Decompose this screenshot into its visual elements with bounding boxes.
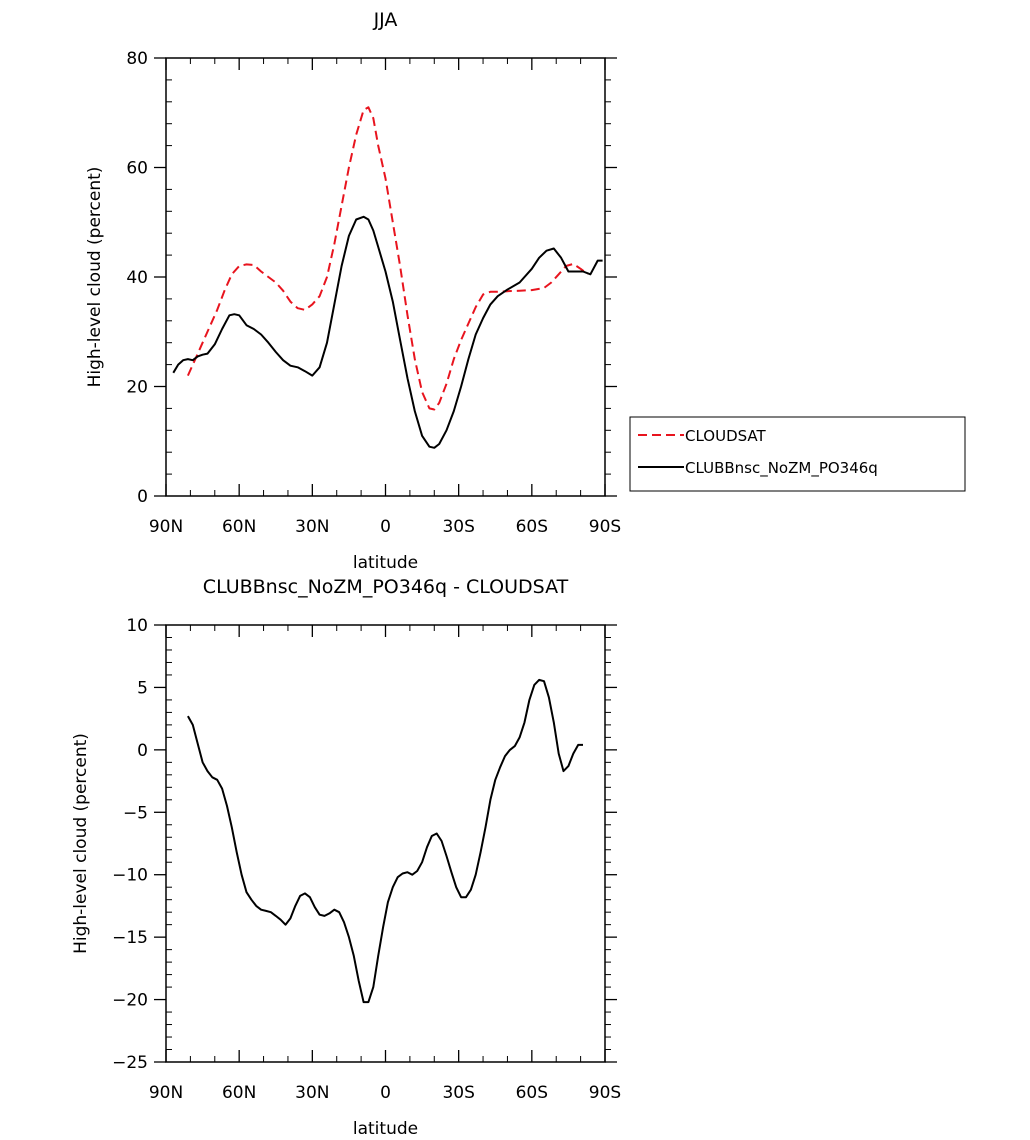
y-tick-label: −25	[112, 1053, 148, 1073]
top-panel: 90N 60N 30N 0 30S 60S 90S 0 20 40 60 80 JJA latitude H…	[85, 9, 966, 573]
y-tick-label: 10	[126, 616, 148, 636]
x-tick-label: 0	[380, 1083, 391, 1103]
y-tick-label: −20	[112, 991, 148, 1011]
y-tick-label: 60	[126, 159, 148, 179]
plot-frame	[165, 624, 606, 1063]
legend-label: CLUBBnsc_NoZM_PO346q	[685, 459, 878, 478]
y-axis-label: High-level cloud (percent)	[71, 733, 91, 954]
chart-title: CLUBBnsc_NoZM_PO346q - CLOUDSAT	[203, 576, 569, 598]
series-line-clubbnsc-nozm-po346q	[172, 215, 603, 449]
x-tick-label: 60N	[222, 1083, 256, 1103]
y-tick-label: −10	[112, 866, 148, 886]
x-tick-label: 60N	[222, 517, 256, 537]
x-tick-label: 90S	[589, 517, 621, 537]
y-tick-label: 5	[137, 678, 148, 698]
chart-title: JJA	[373, 9, 398, 31]
y-axis-label: High-level cloud (percent)	[85, 167, 105, 388]
x-tick-label: 90N	[149, 1083, 183, 1103]
x-axis-label: latitude	[353, 1119, 418, 1139]
legend-label: CLOUDSAT	[685, 427, 767, 445]
y-tick-label: 20	[126, 378, 148, 398]
x-tick-label: 60S	[516, 1083, 548, 1103]
y-tick-label: −15	[112, 928, 148, 948]
y-tick-label: 40	[126, 268, 148, 288]
plot-frame	[165, 57, 606, 497]
x-tick-label: 60S	[516, 517, 548, 537]
bottom-panel: 90N 60N 30N 0 30S 60S 90S −25 −20 −15 −10 −5 0 5 10 CLU…	[71, 576, 621, 1139]
legend: CLOUDSAT CLUBBnsc_NoZM_PO346q	[629, 416, 966, 492]
y-tick-label: 0	[137, 487, 148, 507]
y-tick-label: 0	[137, 741, 148, 761]
y-tick-label: −5	[123, 803, 148, 823]
difference-line	[187, 678, 583, 1004]
x-tick-label: 30S	[442, 517, 474, 537]
x-tick-label: 90N	[149, 517, 183, 537]
x-tick-label: 90S	[589, 1083, 621, 1103]
series-line-cloudsat	[186, 106, 589, 411]
legend-box	[629, 416, 966, 492]
x-tick-label: 0	[380, 517, 391, 537]
x-tick-label: 30N	[295, 517, 329, 537]
x-axis-label: latitude	[353, 553, 418, 573]
y-tick-label: 80	[126, 49, 148, 69]
x-tick-label: 30N	[295, 1083, 329, 1103]
x-tick-label: 30S	[442, 1083, 474, 1103]
